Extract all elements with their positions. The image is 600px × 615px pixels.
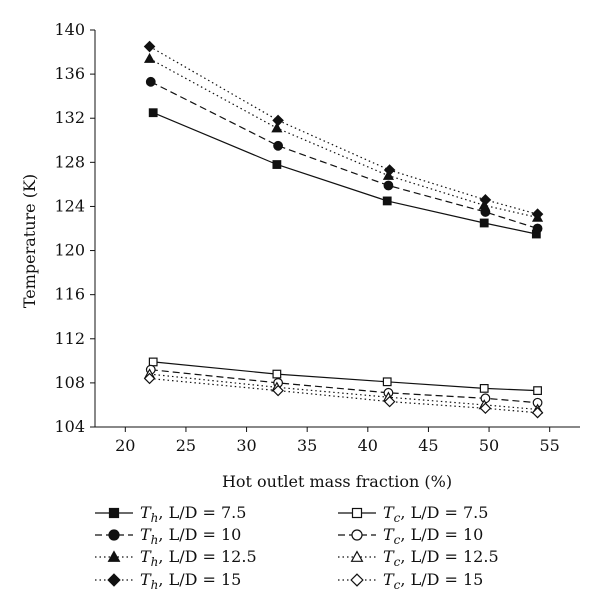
series-line-1 [152,112,537,235]
x-tick-label: 35 [297,436,317,455]
legend-label-2: Th, L/D = 10 [140,525,241,547]
data-point-series-1 [148,108,158,118]
legend-label-3: Th, L/D = 12.5 [140,547,257,569]
series-line-7 [149,373,538,410]
legend-marker-5 [351,507,363,519]
data-point-series-4 [143,40,156,53]
series-line-6 [150,369,538,404]
legend-marker-4 [107,573,121,587]
legend-marker-2 [108,529,120,541]
y-tick-label: 108 [54,373,85,392]
data-point-series-5 [479,384,489,393]
data-point-series-3 [271,122,283,133]
legend-label-6: Tc, L/D = 10 [383,525,483,547]
data-point-series-8 [143,372,156,385]
x-tick-label: 45 [418,436,438,455]
y-tick-label: 116 [54,285,85,304]
y-axis-title: Temperature (K) [20,174,39,308]
data-point-series-5 [382,377,392,387]
y-tick-label: 112 [54,329,85,348]
y-tick-label: 124 [54,196,85,215]
x-tick-label: 40 [358,436,378,455]
x-axis-title: Hot outlet mass fraction (%) [222,472,452,491]
series-line-8 [149,377,538,414]
data-point-series-1 [382,196,392,206]
data-point-series-8 [383,395,396,408]
series-line-3 [149,58,538,219]
data-point-series-4 [479,194,492,206]
x-tick-label: 20 [115,436,135,455]
legend-label-4: Th, L/D = 15 [140,570,241,592]
data-point-series-5 [272,369,282,379]
data-point-series-8 [272,384,284,397]
legend-label-8: Tc, L/D = 15 [383,570,483,592]
legend-label-5: Tc, L/D = 7.5 [383,503,488,525]
data-point-series-1 [272,160,282,169]
x-tick-label: 50 [479,436,499,455]
data-point-series-4 [531,208,544,220]
data-point-series-5 [148,357,158,367]
data-point-series-8 [531,406,544,419]
data-point-series-2 [145,76,156,87]
plot-area: 104 108 112 116 120 124 128 132 136 140 20 25 30 35 40… [54,20,580,455]
legend-label-1: Th, L/D = 7.5 [140,503,246,525]
data-point-series-1 [479,218,489,228]
legend-marker-3 [107,550,121,562]
data-point-series-2 [532,223,543,234]
data-point-series-2 [273,140,283,151]
legend-label-7: Tc, L/D = 12.5 [383,547,499,569]
legend-marker-7 [350,550,364,562]
data-point-series-3 [382,169,395,180]
series-line-2 [150,81,538,230]
y-tick-label: 104 [54,417,85,436]
data-point-series-8 [479,402,492,415]
series-line-4 [149,45,538,215]
legend-marker-8 [350,573,364,587]
data-point-series-5 [533,386,542,396]
data-point-series-3 [478,199,490,210]
y-tick-label: 140 [54,20,85,39]
legend-marker-1 [108,507,120,519]
y-tick-label: 120 [54,241,85,260]
data-point-series-4 [272,114,284,127]
y-tick-label: 136 [54,64,85,83]
x-tick-label: 25 [176,436,196,455]
data-point-series-3 [143,52,156,63]
y-tick-label: 128 [54,152,85,171]
x-tick-label: 55 [540,436,560,455]
data-point-series-2 [383,180,394,191]
data-point-series-4 [383,164,396,176]
y-tick-label: 132 [54,108,85,127]
x-tick-label: 30 [236,436,256,455]
legend-marker-6 [351,529,363,541]
